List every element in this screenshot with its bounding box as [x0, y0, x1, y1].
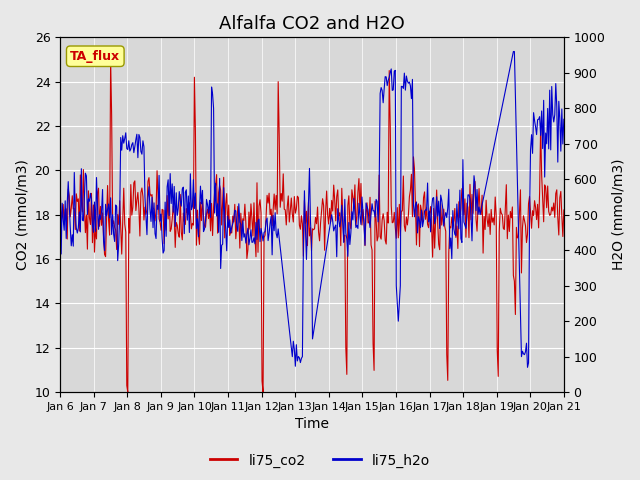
Y-axis label: H2O (mmol/m3): H2O (mmol/m3): [611, 159, 625, 270]
li75_h2o: [329, 218, 337, 224]
li75_h2o: [296, 355, 303, 360]
li75_co2: [550, 200, 557, 206]
li75_h2o: [356, 213, 364, 219]
Title: Alfalfa CO2 and H2O: Alfalfa CO2 and H2O: [219, 15, 405, 33]
Line: li75_h2o: li75_h2o: [60, 51, 564, 367]
li75_co2: [358, 222, 366, 228]
li75_co2: [560, 207, 568, 213]
li75_co2: [471, 179, 479, 184]
li75_co2: [124, 389, 132, 395]
Y-axis label: CO2 (mmol/m3): CO2 (mmol/m3): [15, 159, 29, 270]
li75_h2o: [550, 119, 557, 125]
li75_co2: [298, 213, 305, 218]
li75_h2o: [299, 354, 307, 360]
li75_h2o: [524, 364, 531, 370]
Text: TA_flux: TA_flux: [70, 50, 120, 63]
li75_co2: [56, 182, 64, 188]
X-axis label: Time: Time: [295, 418, 329, 432]
li75_h2o: [509, 48, 517, 54]
li75_h2o: [560, 116, 568, 122]
Line: li75_co2: li75_co2: [60, 60, 564, 392]
li75_co2: [301, 198, 308, 204]
li75_co2: [107, 57, 115, 62]
li75_co2: [331, 197, 339, 203]
li75_h2o: [469, 200, 477, 205]
li75_h2o: [56, 180, 64, 185]
Legend: li75_co2, li75_h2o: li75_co2, li75_h2o: [204, 448, 436, 473]
